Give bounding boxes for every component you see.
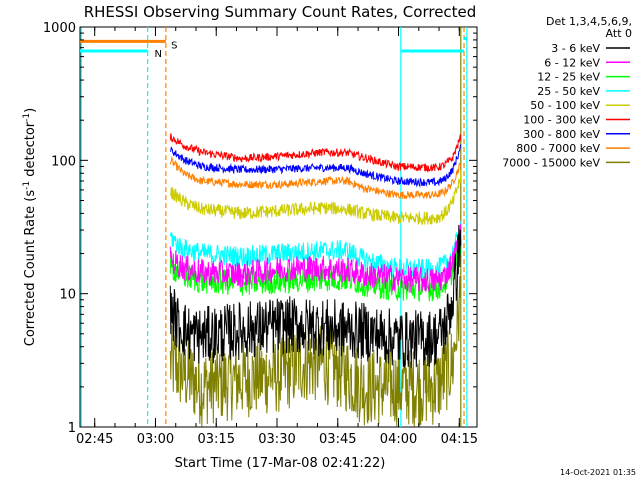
legend-entry-label: 800 - 7000 keV [516, 142, 600, 155]
series-line [169, 223, 462, 293]
y-axis-label: Corrected Count Rate (s-1 detector-1) [22, 108, 38, 346]
x-axis-label: Start Time (17-Mar-08 02:41:22) [175, 456, 386, 471]
series-line [169, 275, 462, 427]
x-tick-label: 04:00 [380, 432, 417, 447]
legend-entry-label: 25 - 50 keV [537, 85, 600, 98]
legend-entry-label: 3 - 6 keV [551, 42, 600, 55]
series-line [169, 144, 462, 188]
x-tick-label: 03:00 [137, 432, 174, 447]
x-tick-label: 02:45 [76, 432, 113, 447]
y-tick-label: 10 [59, 288, 76, 303]
x-tick-label: 03:45 [319, 432, 356, 447]
series-line [169, 221, 462, 281]
x-tick-label: 03:30 [258, 432, 295, 447]
y-tick-label: 1 [68, 421, 76, 436]
x-axis: 02:45 03:00 03:15 03:30 03:45 04:00 04:15 [76, 27, 478, 447]
legend-entry-label: 50 - 100 keV [530, 99, 600, 112]
plot-frame [79, 26, 478, 428]
legend-header-line-1: Det 1,3,4,5,6,9, [546, 15, 632, 28]
chart-title: RHESSI Observing Summary Count Rates, Co… [84, 3, 477, 21]
legend-entry-label: 12 - 25 keV [537, 71, 600, 84]
series-line [169, 224, 462, 368]
legend-entry-label: 6 - 12 keV [544, 56, 600, 69]
y-tick-label: 1000 [43, 21, 76, 36]
series-line [169, 156, 462, 200]
legend-entry-label: 7000 - 15000 keV [502, 156, 600, 169]
series-line [169, 170, 462, 226]
legend-entry-label: 100 - 300 keV [523, 114, 600, 127]
footer-timestamp: 14-Oct-2021 01:35 [560, 468, 636, 477]
legend-header-line-2: Att 0 [606, 27, 632, 40]
x-tick-label: 04:15 [441, 432, 478, 447]
y-tick-label: 100 [51, 154, 76, 169]
x-tick-label: 03:15 [198, 432, 235, 447]
y-axis: 1 10 100 1000 [43, 21, 477, 436]
flag-annotation: N [155, 49, 162, 60]
legend-entry-label: 300 - 800 keV [523, 128, 600, 141]
plot-area: SN [80, 27, 468, 427]
flag-annotation: S [171, 41, 177, 52]
series-line [169, 133, 462, 173]
